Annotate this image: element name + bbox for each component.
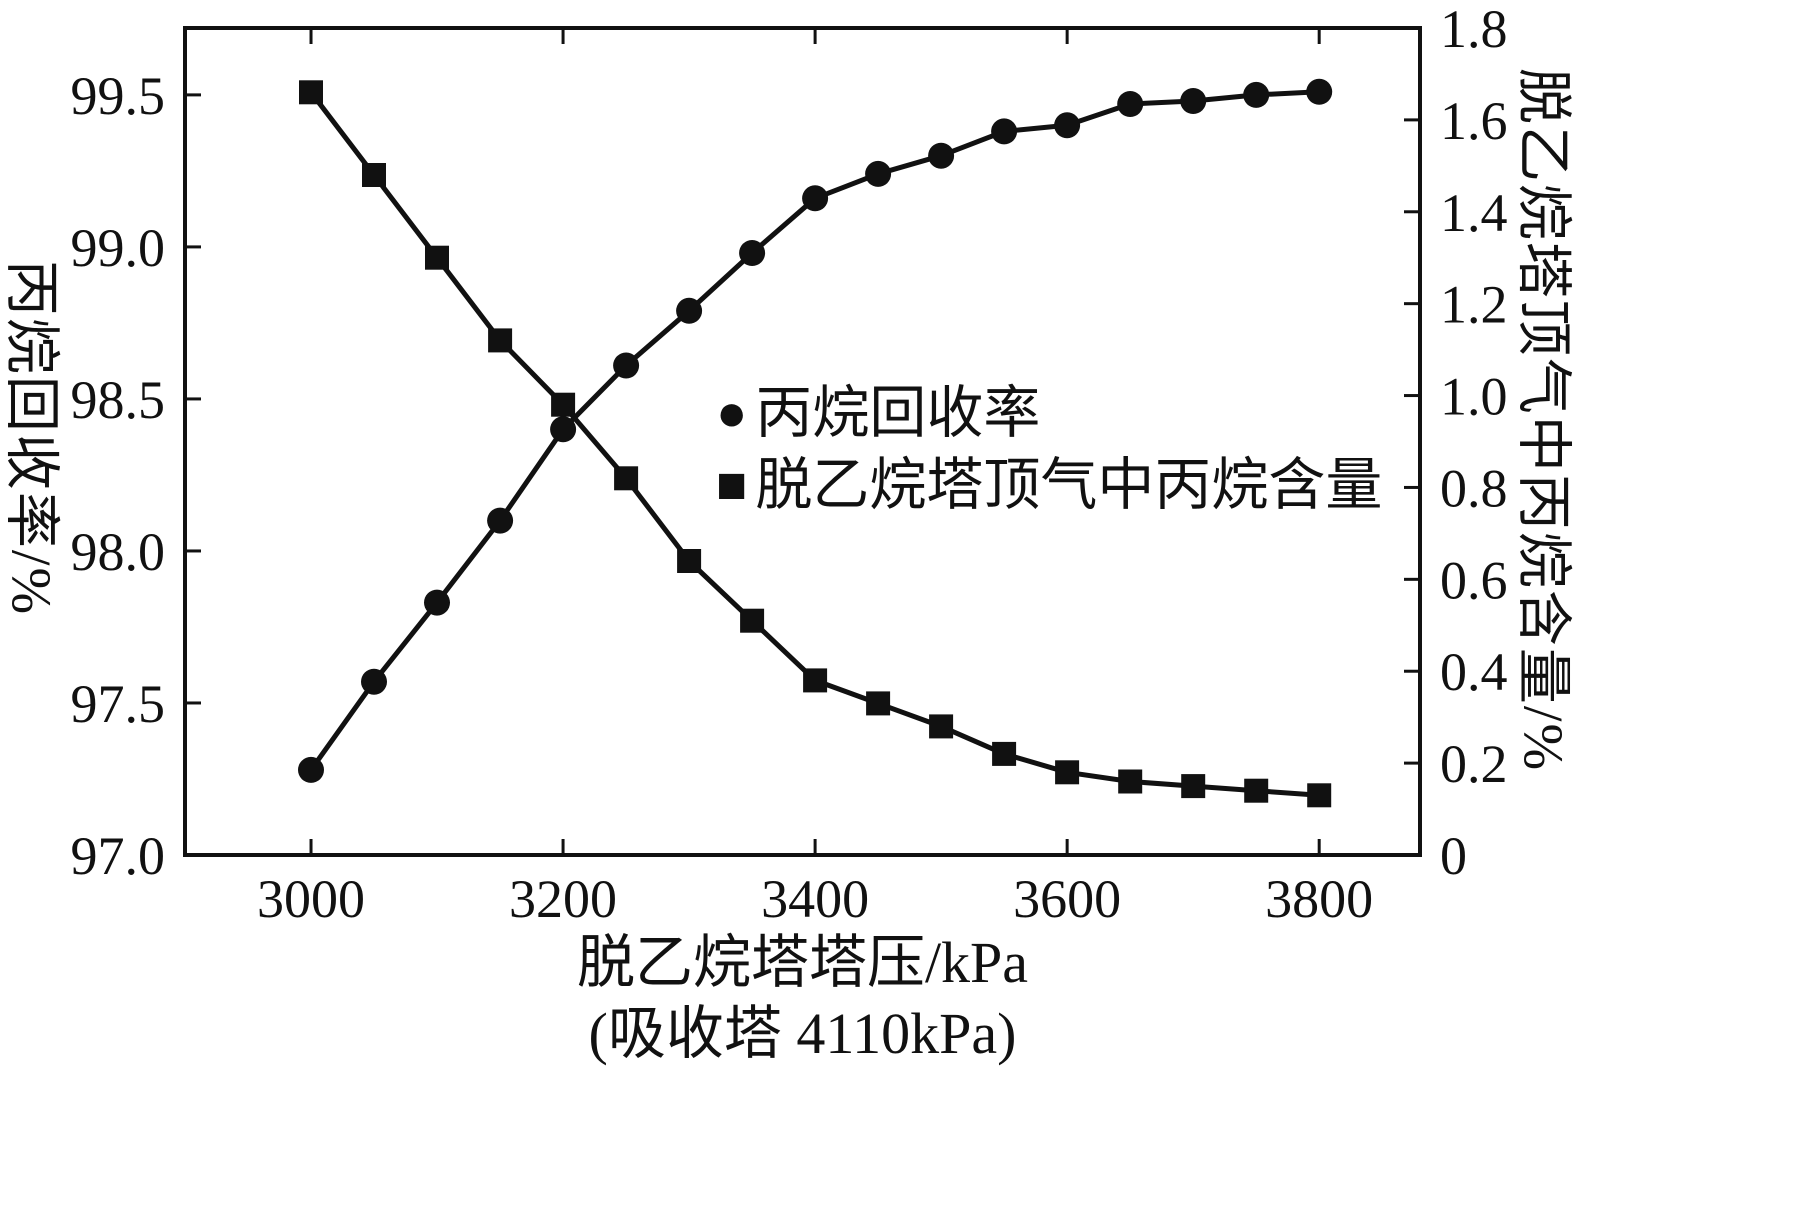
data-point-square — [992, 741, 1017, 766]
x-axis-title: 脱乙烷塔塔压/kPa (吸收塔 4110kPa) — [185, 928, 1420, 1070]
data-point-square — [677, 549, 702, 573]
y-left-tick-label: 97.5 — [71, 674, 166, 734]
data-point-square — [866, 691, 891, 716]
data-point-square — [1055, 760, 1080, 785]
data-point-circle — [865, 160, 892, 187]
y-right-tick-label: 0.8 — [1440, 458, 1508, 518]
data-point-circle — [424, 589, 450, 616]
y-left-tick-label: 99.5 — [71, 66, 166, 126]
data-point-circle — [1117, 91, 1144, 117]
data-point-circle — [361, 668, 387, 695]
data-point-square — [929, 714, 954, 739]
data-point-square — [803, 668, 828, 693]
legend-item-recovery: ● 丙烷回收率 — [716, 378, 1382, 450]
legend-square-marker-icon: ■ — [716, 456, 748, 514]
data-point-circle — [1180, 88, 1207, 114]
x-tick-label: 3000 — [257, 869, 365, 929]
y-right-tick-label: 1.0 — [1440, 367, 1508, 427]
data-point-square — [1181, 774, 1206, 799]
y-left-tick-label: 98.0 — [71, 522, 166, 582]
y-right-tick-label: 0.6 — [1440, 550, 1508, 610]
x-tick-label: 3200 — [509, 869, 617, 929]
data-point-circle — [802, 185, 829, 212]
x-tick-label: 3800 — [1265, 869, 1373, 929]
data-point-circle — [676, 297, 703, 324]
data-point-square — [551, 392, 576, 417]
data-point-square — [1307, 783, 1332, 808]
x-tick-label: 3600 — [1013, 869, 1121, 929]
data-point-circle — [1243, 81, 1270, 108]
plot-frame — [183, 26, 1422, 857]
x-axis-title-line2: (吸收塔 4110kPa) — [588, 1000, 1017, 1066]
data-point-circle — [739, 240, 766, 266]
y-right-tick-label: 1.8 — [1440, 0, 1508, 59]
data-point-square — [1118, 769, 1143, 794]
data-point-square — [740, 608, 765, 633]
legend-circle-marker-icon: ● — [716, 384, 748, 442]
data-point-square — [425, 245, 449, 270]
legend: ● 丙烷回收率 ■ 脱乙烷塔顶气中丙烷含量 — [716, 378, 1382, 522]
y-right-tick-label: 0 — [1440, 826, 1467, 886]
data-point-circle — [487, 507, 514, 534]
y-right-tick-label: 1.6 — [1440, 91, 1508, 151]
y-right-tick-label: 1.4 — [1440, 183, 1508, 243]
data-point-square — [362, 163, 386, 187]
data-point-square — [299, 80, 323, 105]
data-point-square — [488, 328, 513, 353]
x-axis-title-line1: 脱乙烷塔塔压/kPa — [576, 930, 1029, 995]
legend-label-recovery: 丙烷回收率 — [755, 382, 1041, 445]
y-left-tick-label: 97.0 — [71, 826, 166, 886]
y-right-tick-label: 1.2 — [1440, 275, 1508, 335]
data-point-circle — [1306, 78, 1333, 105]
data-point-circle — [550, 416, 577, 443]
data-point-circle — [991, 118, 1018, 145]
data-point-circle — [928, 142, 955, 169]
data-point-square — [1244, 778, 1269, 803]
data-point-circle — [1054, 112, 1081, 139]
data-point-square — [614, 466, 639, 491]
y-left-tick-label: 99.0 — [71, 218, 166, 278]
y-left-tick-label: 98.5 — [71, 370, 166, 430]
legend-item-propane-content: ■ 脱乙烷塔顶气中丙烷含量 — [716, 450, 1382, 522]
legend-label-propane-content: 脱乙烷塔顶气中丙烷含量 — [755, 453, 1383, 517]
x-tick-label: 3400 — [761, 869, 869, 929]
y-axis-title-left: 丙烷回收率/% — [0, 259, 62, 617]
y-right-tick-label: 0.2 — [1440, 734, 1508, 794]
y-right-tick-label: 0.4 — [1440, 642, 1508, 702]
data-point-circle — [613, 352, 640, 379]
data-point-circle — [298, 756, 324, 783]
y-axis-title-right: 脱乙烷塔顶气中丙烷含量/% — [1511, 67, 1574, 773]
